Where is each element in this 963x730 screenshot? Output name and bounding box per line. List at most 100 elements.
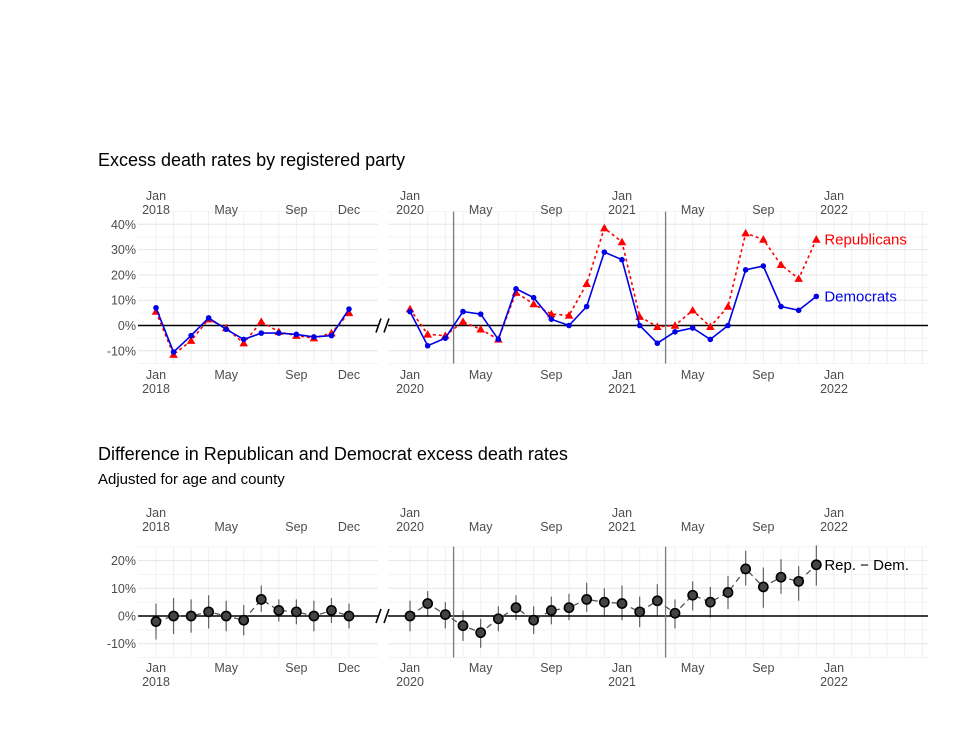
y-tick-label: -10% bbox=[107, 344, 136, 358]
data-point bbox=[513, 286, 519, 292]
x-tick-label: Sep bbox=[285, 203, 307, 217]
x-tick-label: Jan bbox=[824, 661, 844, 675]
data-point bbox=[651, 595, 663, 607]
series-line-Rep. − Dem. bbox=[409, 564, 817, 634]
y-tick-label: 10% bbox=[111, 294, 136, 308]
data-point bbox=[475, 627, 487, 639]
data-point-triangle bbox=[812, 235, 821, 243]
series-line-Democrats bbox=[409, 251, 817, 347]
data-point bbox=[188, 332, 194, 339]
data-point-triangle bbox=[582, 279, 591, 287]
excess-death-rates-chart: Excess death rates by registered party -… bbox=[98, 150, 928, 396]
data-point bbox=[742, 267, 749, 273]
x-tick-label: Sep bbox=[285, 368, 307, 382]
x-tick-label: May bbox=[469, 661, 493, 675]
data-point bbox=[530, 294, 537, 301]
x-tick-label: Jan bbox=[400, 506, 420, 520]
data-point-triangle bbox=[529, 299, 538, 308]
data-point bbox=[775, 571, 787, 583]
data-point bbox=[308, 610, 320, 622]
data-point bbox=[757, 581, 769, 593]
data-point bbox=[566, 322, 572, 329]
data-point bbox=[740, 563, 752, 575]
x-tick-year-label: 2022 bbox=[820, 382, 848, 396]
data-point bbox=[311, 334, 317, 340]
x-tick-label: Jan bbox=[824, 189, 844, 203]
x-tick-year-label: 2020 bbox=[396, 382, 424, 396]
data-point bbox=[203, 606, 215, 618]
x-tick-year-label: 2021 bbox=[608, 203, 636, 217]
data-point bbox=[793, 575, 805, 587]
data-point-triangle bbox=[476, 324, 485, 333]
y-tick-label: 20% bbox=[111, 268, 136, 282]
data-point bbox=[170, 349, 177, 355]
x-tick-year-label: 2022 bbox=[820, 675, 848, 689]
data-point-triangle bbox=[741, 228, 750, 237]
axes: -10%0%10%20%Jan2018Jan2018MayMaySepSepDe… bbox=[107, 506, 928, 689]
data-point-triangle bbox=[776, 260, 786, 269]
data-point bbox=[328, 332, 335, 339]
x-tick-year-label: 2022 bbox=[820, 203, 848, 217]
x-tick-label: Sep bbox=[540, 661, 562, 675]
x-tick-label: Jan bbox=[400, 368, 420, 382]
data-point bbox=[293, 331, 300, 338]
x-tick-label: Sep bbox=[285, 661, 307, 675]
data-point-triangle bbox=[239, 338, 249, 347]
x-tick-label: May bbox=[681, 368, 705, 382]
y-tick-label: 40% bbox=[111, 218, 136, 232]
data-point bbox=[725, 322, 731, 329]
data-point bbox=[238, 614, 250, 626]
x-tick-label: Jan bbox=[824, 368, 844, 382]
y-tick-label: 10% bbox=[111, 582, 136, 596]
data-point bbox=[407, 308, 413, 315]
data-point bbox=[619, 256, 625, 263]
data-point-triangle bbox=[600, 223, 609, 232]
data-marks bbox=[150, 545, 822, 648]
x-tick-label: Jan bbox=[612, 506, 632, 520]
x-tick-label: Sep bbox=[752, 520, 774, 534]
data-marks bbox=[151, 223, 821, 358]
y-tick-label: 20% bbox=[111, 554, 136, 568]
x-tick-label: Sep bbox=[752, 661, 774, 675]
series-label: Rep. − Dem. bbox=[824, 557, 909, 574]
data-point bbox=[346, 306, 352, 312]
x-tick-label: May bbox=[214, 203, 238, 217]
data-point-triangle bbox=[564, 311, 574, 319]
data-point bbox=[205, 315, 212, 321]
x-tick-year-label: 2020 bbox=[396, 203, 424, 217]
x-tick-label: Sep bbox=[540, 520, 562, 534]
data-point-triangle bbox=[794, 274, 803, 282]
grid bbox=[138, 211, 928, 364]
data-point-triangle bbox=[723, 302, 733, 310]
grid bbox=[138, 546, 928, 659]
y-tick-label: 0% bbox=[118, 319, 136, 333]
data-point bbox=[722, 587, 734, 598]
data-point bbox=[813, 293, 820, 300]
x-tick-label: Sep bbox=[540, 368, 562, 382]
data-point bbox=[185, 610, 197, 622]
data-point bbox=[545, 605, 557, 616]
x-tick-label: Jan bbox=[146, 661, 166, 675]
x-tick-label: Jan bbox=[400, 189, 420, 203]
x-tick-year-label: 2021 bbox=[608, 382, 636, 396]
data-point bbox=[460, 308, 466, 315]
data-point-triangle bbox=[617, 237, 627, 246]
data-point bbox=[810, 559, 822, 571]
data-point bbox=[442, 335, 449, 341]
data-point bbox=[583, 303, 590, 310]
chart-subtitle: Adjusted for age and county bbox=[98, 471, 285, 488]
data-point bbox=[598, 596, 610, 608]
x-tick-label: Sep bbox=[285, 520, 307, 534]
data-point bbox=[422, 598, 434, 609]
data-point bbox=[654, 340, 661, 347]
data-point bbox=[548, 316, 555, 322]
data-point bbox=[528, 614, 540, 626]
data-point bbox=[424, 342, 431, 349]
chart-title: Difference in Republican and Democrat ex… bbox=[98, 444, 568, 464]
x-tick-label: Dec bbox=[338, 661, 360, 675]
axis-break-mark bbox=[375, 608, 382, 624]
data-point bbox=[457, 620, 469, 632]
x-tick-label: May bbox=[681, 661, 705, 675]
x-tick-year-label: 2018 bbox=[142, 203, 170, 217]
